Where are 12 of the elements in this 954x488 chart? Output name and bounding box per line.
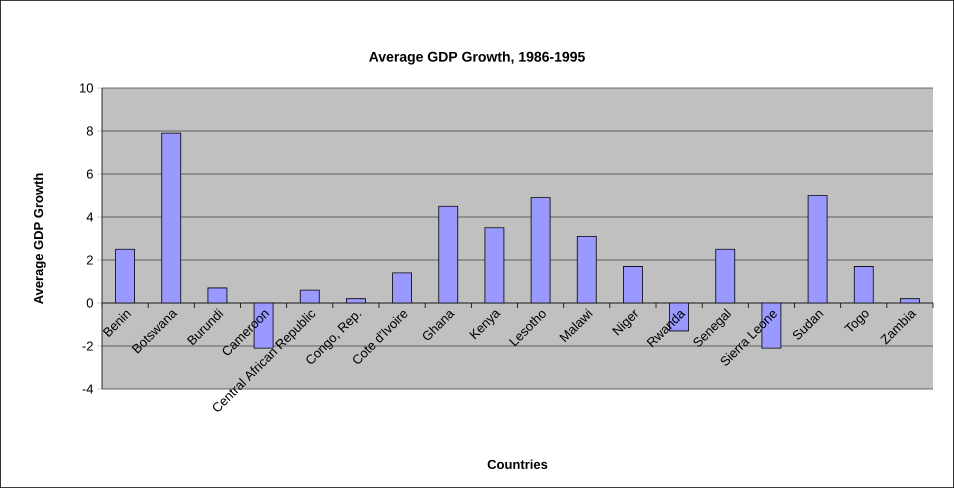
y-axis-title: Average GDP Growth [34,173,46,304]
y-tick-label: 2 [86,255,93,265]
y-tick-label: 8 [86,126,93,136]
x-axis-title: Countries [488,459,548,470]
chart-title: Average GDP Growth, 1986-1995 [369,51,585,65]
x-tick-label: Togo [844,310,869,332]
y-tick-label: 6 [86,169,93,179]
y-tick-label: 0 [86,298,93,308]
y-tick-label: 4 [86,212,94,222]
y-tick-label: -2 [82,341,93,351]
y-tick-label: -4 [82,384,94,394]
y-tick-label: 10 [80,83,93,93]
